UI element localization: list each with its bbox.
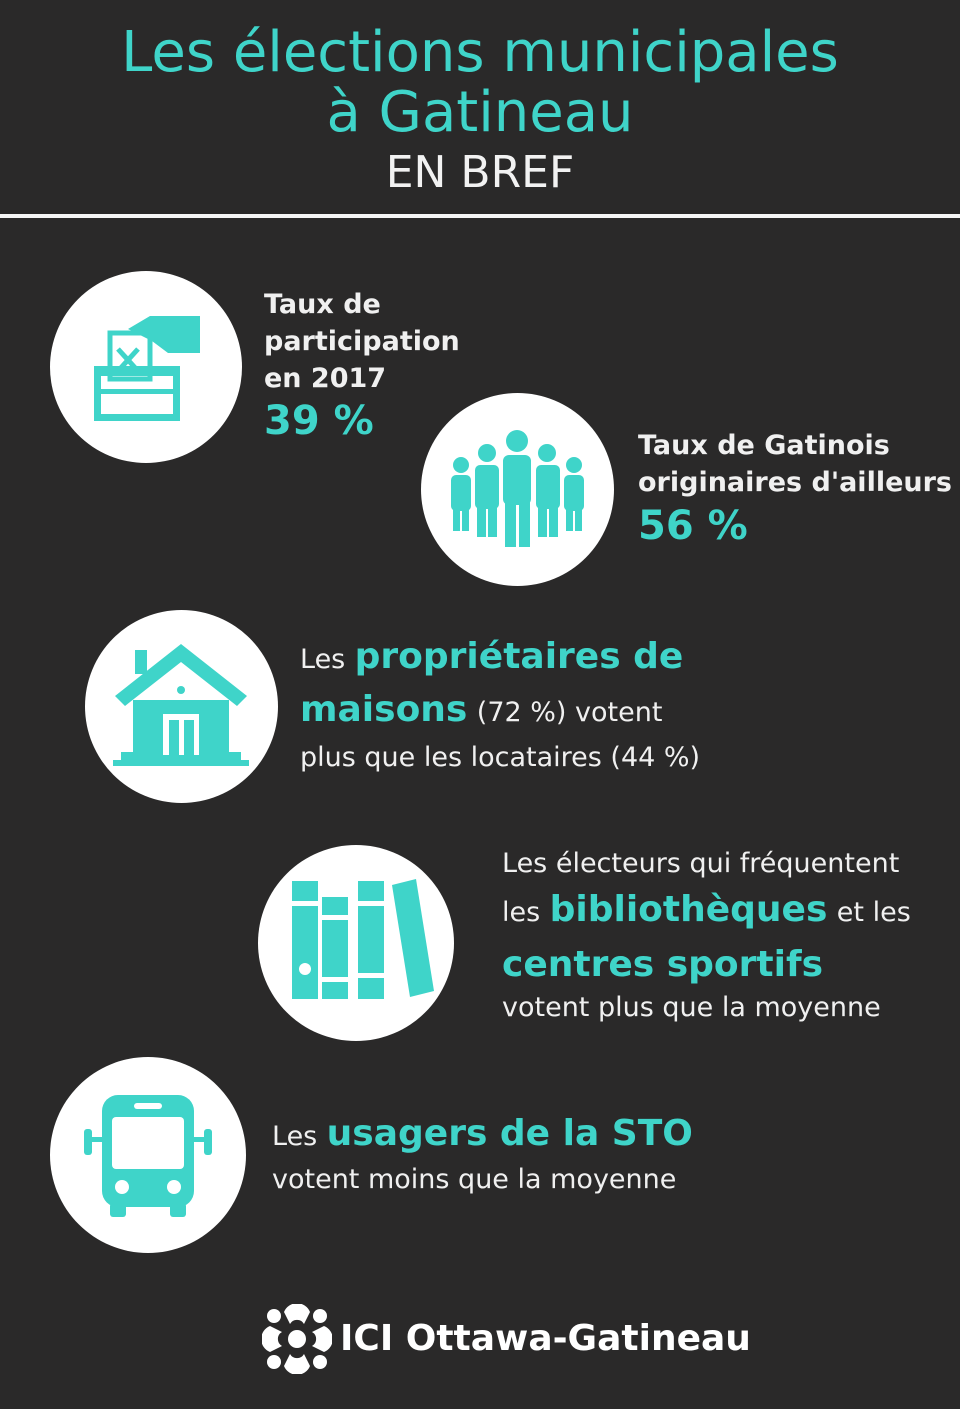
- sports-centres-highlight: centres sportifs: [502, 944, 824, 985]
- header-divider: [0, 214, 960, 218]
- participation-label-line-3: en 2017: [264, 363, 387, 394]
- bus-icon: [50, 1057, 246, 1253]
- house-icon: [85, 610, 278, 803]
- footer-logo-text: ICI Ottawa-Gatineau: [340, 1318, 751, 1359]
- transit-prefix: Les: [272, 1121, 318, 1152]
- participation-label-line-1: Taux de: [264, 289, 381, 320]
- libraries-highlight: bibliothèques: [549, 889, 828, 930]
- radio-canada-gem-icon: [261, 1303, 333, 1375]
- origin-label: Taux de Gatinois originaires d'ailleurs: [638, 427, 952, 501]
- owners-line-3: plus que les locataires (44 %): [300, 742, 701, 773]
- ballot-box-icon: [50, 271, 242, 463]
- owners-line-2: maisons (72 %) votent: [300, 685, 700, 738]
- participation-label: Taux de participation en 2017: [264, 286, 460, 397]
- title-line-2: à Gatineau: [326, 80, 634, 145]
- owners-highlight-2: maisons: [300, 689, 468, 730]
- people-group-icon: [421, 393, 614, 586]
- transit-line-1: Les usagers de la STO: [272, 1110, 693, 1161]
- owners-prefix: Les: [300, 644, 346, 675]
- libraries-prefix: les: [502, 897, 541, 928]
- participation-value: 39 %: [264, 398, 374, 444]
- libraries-line-4: votent plus que la moyenne: [502, 992, 881, 1023]
- libraries-suffix: et les: [836, 897, 911, 928]
- owners-text: Les propriétaires de maisons (72 %) vote…: [300, 632, 700, 778]
- title-line-1: Les élections municipales: [121, 20, 839, 85]
- transit-line-2: votent moins que la moyenne: [272, 1164, 677, 1195]
- origin-label-line-2: originaires d'ailleurs: [638, 467, 952, 498]
- transit-text: Les usagers de la STO votent moins que l…: [272, 1110, 693, 1198]
- libraries-line-1: Les électeurs qui fréquentent: [502, 848, 900, 879]
- subtitle: EN BREF: [385, 147, 575, 198]
- participation-label-line-2: participation: [264, 326, 460, 357]
- libraries-line-2: les bibliothèques et les: [502, 884, 911, 939]
- libraries-text: Les électeurs qui fréquentent les biblio…: [502, 844, 911, 1025]
- owners-line-1: Les propriétaires de: [300, 632, 700, 685]
- owners-highlight-1: propriétaires de: [354, 636, 684, 677]
- owners-rest: (72 %) votent: [476, 697, 663, 728]
- origin-value: 56 %: [638, 503, 748, 549]
- origin-label-line-1: Taux de Gatinois: [638, 430, 890, 461]
- transit-highlight: usagers de la STO: [326, 1113, 693, 1154]
- books-icon: [258, 845, 454, 1041]
